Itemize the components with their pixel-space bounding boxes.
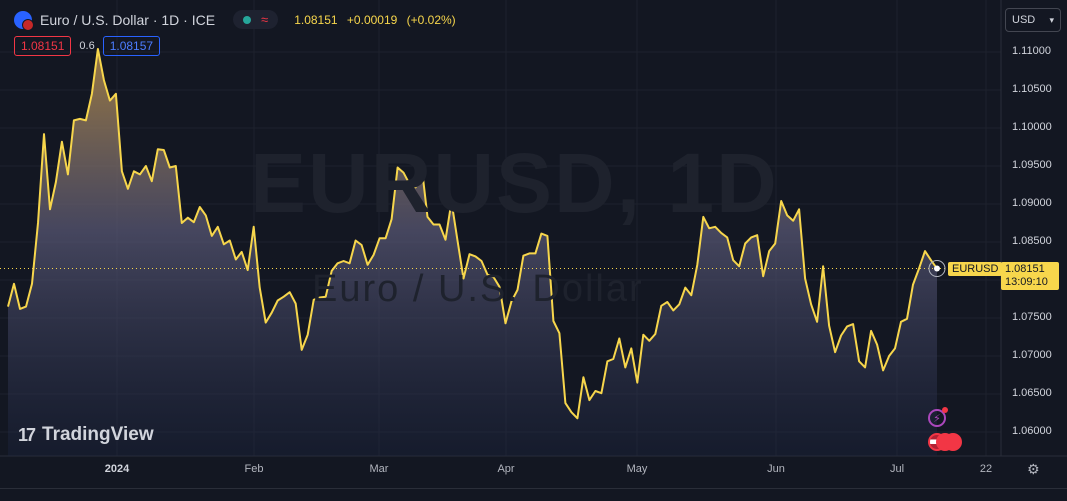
price-series-line[interactable]	[7, 48, 938, 420]
countdown-label: 13:09:10	[1005, 276, 1048, 288]
tradingview-logo-text: TradingView	[42, 424, 154, 445]
currency-label: USD	[1012, 14, 1036, 26]
price-tick-label: 1.09000	[1012, 197, 1052, 209]
time-tick-label: Apr	[497, 463, 515, 475]
ohlc-values: 1.08151 +0.00019 (+0.02%)	[294, 13, 462, 27]
legend-header: Euro / U.S. Dollar · 1D · ICE ≈ 1.08151 …	[0, 0, 1000, 56]
symbol-title[interactable]: Euro / U.S. Dollar · 1D · ICE	[40, 11, 216, 28]
last-price: 1.08151	[294, 12, 338, 27]
last-price-label-value: 1.08151	[1005, 263, 1045, 275]
area-fill	[8, 49, 937, 456]
time-tick-label: May	[626, 463, 648, 475]
time-tick-label: Mar	[369, 463, 389, 475]
symbol-watermark: EURUSD, 1D	[250, 136, 779, 230]
time-tick-label: Jul	[889, 463, 905, 475]
economic-events[interactable]	[928, 433, 962, 453]
price-tick-label: 1.06000	[1012, 425, 1052, 437]
last-point-marker[interactable]	[934, 265, 940, 272]
bottom-toolbar	[0, 488, 1067, 501]
price-tick-label: 1.10500	[1012, 83, 1052, 95]
last-price-label: 1.08151 13:09:10	[1001, 262, 1059, 290]
price-tick-label: 1.10000	[1012, 121, 1052, 133]
market-status[interactable]: ≈	[233, 10, 279, 29]
chevron-down-icon: ▾	[1049, 14, 1054, 25]
time-tick-label: 2024	[104, 463, 130, 475]
price-tick-label: 1.07000	[1012, 349, 1052, 361]
change-percent: (+0.02%)	[406, 12, 456, 27]
time-tick-label: Jun	[767, 463, 785, 475]
buy-button[interactable]: 1.08157	[102, 36, 161, 56]
tradingview-logo[interactable]: 17 TradingView	[18, 424, 154, 446]
price-tick-label: 1.08500	[1012, 235, 1052, 247]
notification-dot-icon	[942, 407, 948, 413]
price-tick-label: 1.09500	[1012, 159, 1052, 171]
wave-icon: ≈	[261, 12, 269, 27]
currency-select[interactable]: USD ▾	[1005, 8, 1061, 32]
price-tick-label: 1.07500	[1012, 311, 1052, 323]
eu-flag-icon	[14, 10, 34, 31]
symbol-price-label: EURUSD	[948, 262, 1003, 276]
time-tick-label: 22	[979, 463, 993, 475]
lightning-icon[interactable]: ⚡	[928, 409, 946, 427]
description-watermark: Euro / U.S. Dollar	[312, 268, 644, 310]
gear-icon[interactable]: ⚙	[1027, 461, 1040, 477]
price-tick-label: 1.06500	[1012, 387, 1052, 399]
sell-button[interactable]: 1.08151	[14, 36, 72, 56]
spread-value: 0.6	[79, 40, 95, 52]
tradingview-logo-icon: 17	[18, 424, 36, 445]
change-value: +0.00019	[346, 12, 398, 27]
market-open-dot-icon	[243, 15, 252, 24]
price-tick-label: 1.11000	[1012, 45, 1051, 57]
time-tick-label: Feb	[244, 463, 264, 475]
last-point-ring	[928, 260, 946, 278]
event-marker-icon	[944, 433, 962, 451]
